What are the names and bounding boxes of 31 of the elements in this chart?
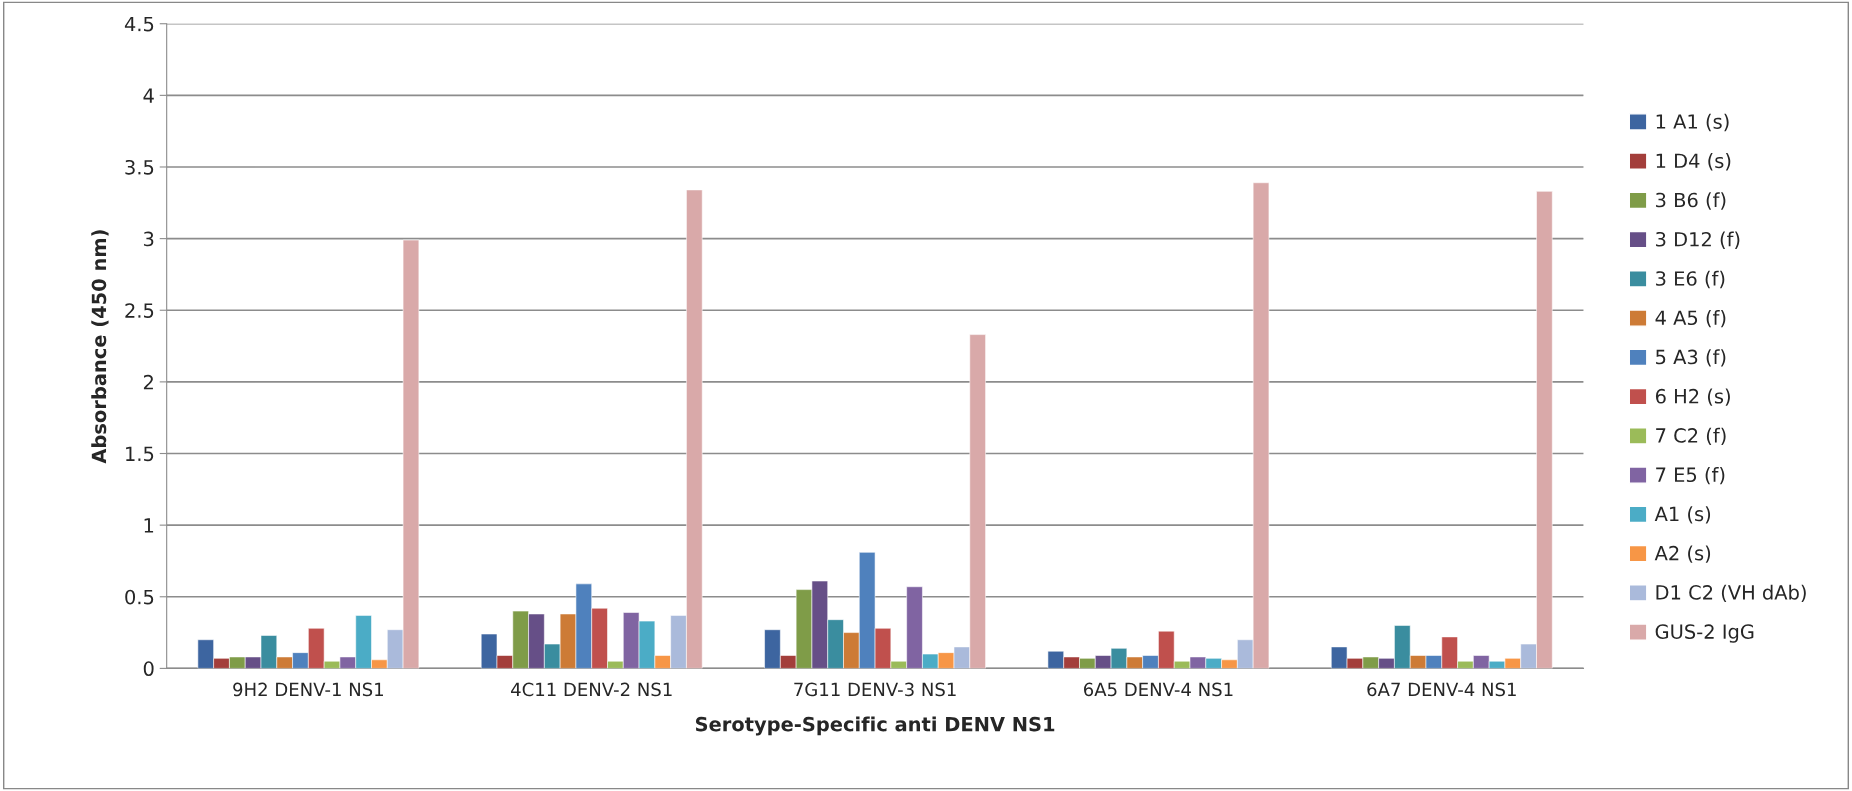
x-tick-label: 9H2 DENV-1 NS1 [233,682,383,697]
y-tick-label: 2.5 [125,303,154,318]
legend-label: 1 D4 (s) [1656,153,1731,171]
y-tick-label: 2 [143,374,153,390]
legend-label: 7 C2 (f) [1656,427,1726,446]
y-tick-label: 1.5 [126,446,154,462]
x-tick-label: 4C11 DENV-2 NS1 [511,682,672,697]
legend-label: 3 D12 (f) [1656,231,1740,249]
legend-label: 3 B6 (f) [1656,192,1726,210]
y-tick-label: 4.5 [124,16,154,32]
y-tick-label: 0 [143,661,154,677]
legend-label: 1 A1 (s) [1656,113,1729,132]
x-tick-label: 6A7 DENV-4 NS1 [1367,682,1516,697]
legend-label: 5 A3 (f) [1656,349,1726,367]
y-tick-label: 3.5 [125,159,154,175]
y-axis-title: Absorbance (450 nm) [91,230,109,464]
legend-label: GUS-2 IgG [1655,624,1754,643]
x-tick-label: 6A5 DENV-4 NS1 [1084,682,1233,697]
y-tick-label: 4 [143,88,154,103]
legend-label: 6 H2 (s) [1655,388,1730,406]
x-tick-label: 7G11 DENV-3 NS1 [794,682,956,697]
y-tick-label: 1 [144,518,154,533]
legend-label: D1 C2 (VH dAb) [1656,584,1806,603]
y-tick-label: 0.5 [125,589,154,605]
legend-label: 7 E5 (f) [1656,466,1725,485]
y-tick-label: 3 [143,231,154,247]
x-axis-title: Serotype-Specific anti DENV NS1 [695,716,1055,736]
legend-label: 3 E6 (f) [1656,270,1725,289]
legend-label: A1 (s) [1654,506,1711,524]
legend-label: 4 A5 (f) [1655,310,1726,328]
legend-label: A2 (s) [1654,545,1711,563]
